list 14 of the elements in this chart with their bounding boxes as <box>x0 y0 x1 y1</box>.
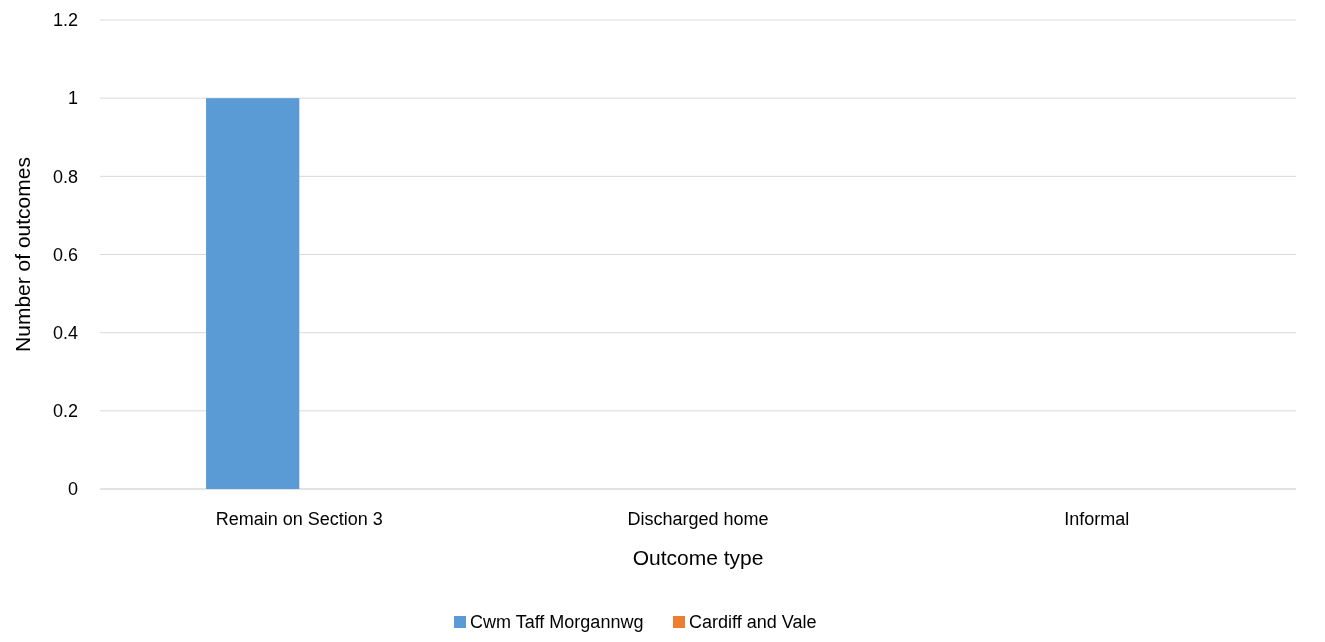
y-tick-label: 0.6 <box>52 244 78 265</box>
y-tick-label: 0.2 <box>52 401 78 422</box>
x-axis-title: Outcome type <box>632 546 764 569</box>
legend-label: Cwm Taff Morgannwg <box>470 612 644 632</box>
y-tick-label: 1.2 <box>52 10 78 31</box>
x-tick-label: Discharged home <box>627 509 769 529</box>
x-tick-label: Informal <box>1064 509 1130 529</box>
y-tick-label: 0.4 <box>52 322 78 343</box>
y-tick-label: 0.8 <box>52 166 78 187</box>
y-tick-label: 1 <box>67 88 78 109</box>
x-tick-label: Remain on Section 3 <box>215 509 383 529</box>
legend-label: Cardiff and Vale <box>689 612 817 632</box>
y-tick-label: 0 <box>67 479 78 500</box>
y-axis-title: Number of outcomes <box>11 157 34 352</box>
